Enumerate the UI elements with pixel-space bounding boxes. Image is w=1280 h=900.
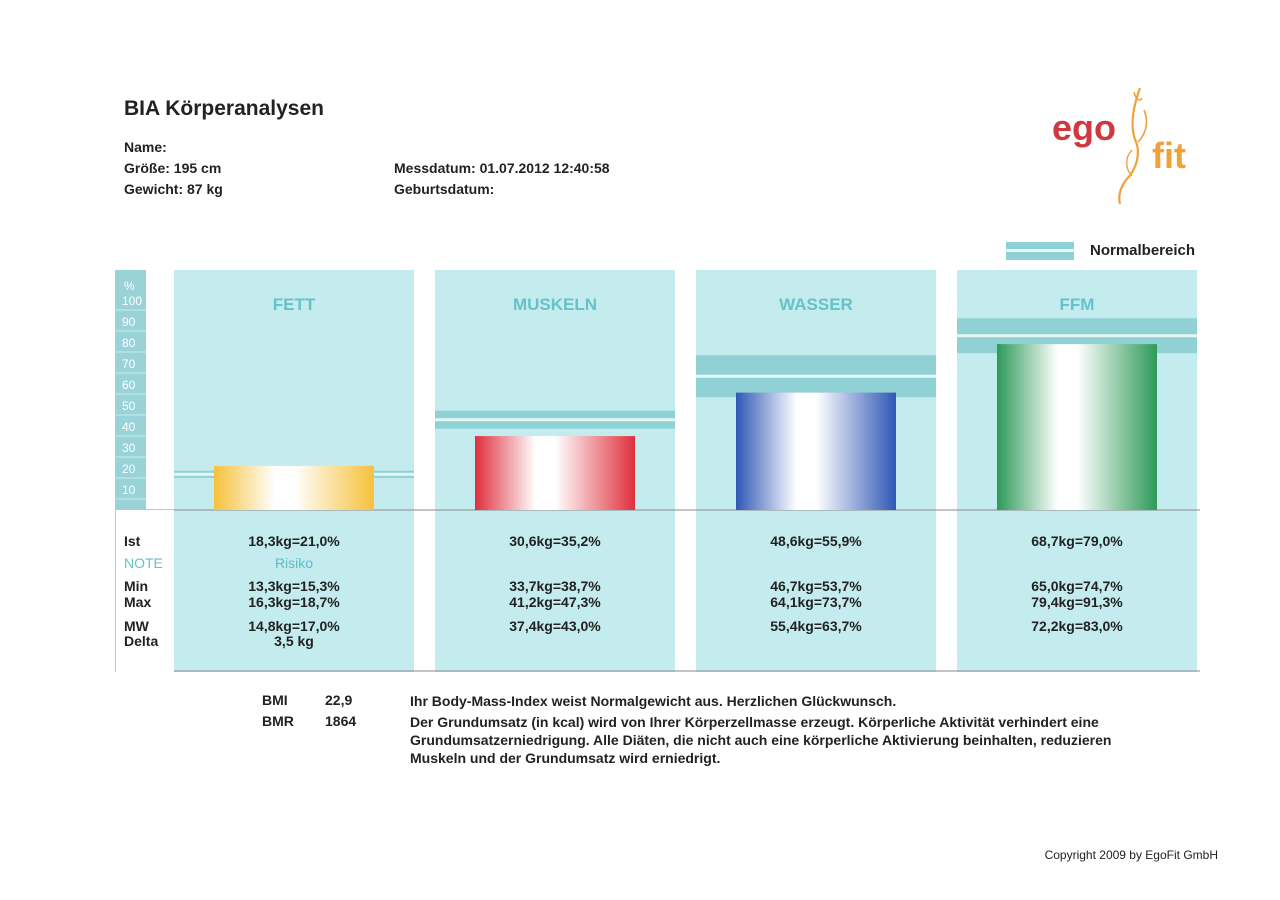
cell-fett-ist: 18,3kg=21,0% bbox=[248, 533, 340, 549]
cell-muskeln-mw: 37,4kg=43,0% bbox=[509, 618, 601, 634]
category-label-ffm: FFM bbox=[1060, 295, 1095, 314]
y-tick-70: 70 bbox=[122, 357, 136, 371]
cell-muskeln-ist: 30,6kg=35,2% bbox=[509, 533, 601, 549]
row-label-note: NOTE bbox=[124, 555, 163, 571]
bmr-text-line-2: Grundumsatzerniedrigung. Alle Diäten, di… bbox=[410, 732, 1112, 748]
bar-fett bbox=[214, 465, 374, 510]
report-title: BIA Körperanalysen bbox=[124, 97, 324, 120]
cell-fett-delta: 3,5 kg bbox=[274, 633, 314, 649]
logo-text-fit: fit bbox=[1152, 135, 1186, 176]
bmi-text: Ihr Body-Mass-Index weist Normalgewicht … bbox=[410, 693, 897, 709]
cell-muskeln-min: 33,7kg=38,7% bbox=[509, 578, 601, 594]
y-tick-30: 30 bbox=[122, 441, 136, 455]
category-label-fett: FETT bbox=[273, 295, 316, 314]
normal-band-mid-wasser bbox=[696, 374, 936, 378]
row-label-ist: Ist bbox=[124, 533, 141, 549]
logo-text-ego: ego bbox=[1052, 107, 1116, 148]
y-tick-20: 20 bbox=[122, 462, 136, 476]
cell-muskeln-max: 41,2kg=47,3% bbox=[509, 594, 601, 610]
bmi-value: 22,9 bbox=[325, 692, 353, 708]
height-field: Größe: 195 cm bbox=[124, 160, 222, 176]
cell-ffm-min: 65,0kg=74,7% bbox=[1031, 578, 1123, 594]
y-tick-40: 40 bbox=[122, 420, 136, 434]
cell-fett-min: 13,3kg=15,3% bbox=[248, 578, 340, 594]
y-tick-100: 100 bbox=[122, 294, 142, 308]
cell-wasser-max: 64,1kg=73,7% bbox=[770, 594, 862, 610]
y-tick-50: 50 bbox=[122, 399, 136, 413]
normal-band-mid-ffm bbox=[957, 334, 1197, 338]
egofit-logo: ego fit bbox=[1052, 87, 1186, 205]
cell-wasser-mw: 55,4kg=63,7% bbox=[770, 618, 862, 634]
bmi-label: BMI bbox=[262, 692, 288, 708]
row-label-delta: Delta bbox=[124, 633, 159, 649]
bar-ffm bbox=[997, 344, 1157, 510]
y-axis-below bbox=[116, 510, 174, 672]
y-tick-90: 90 bbox=[122, 315, 136, 329]
y-axis-unit: % bbox=[124, 279, 135, 293]
legend-label: Normalbereich bbox=[1090, 242, 1196, 259]
bmr-value: 1864 bbox=[325, 713, 357, 729]
bmr-label: BMR bbox=[262, 713, 294, 729]
copyright: Copyright 2009 by EgoFit GmbH bbox=[1044, 848, 1218, 862]
bmr-text-line-1: Der Grundumsatz (in kcal) wird von Ihrer… bbox=[410, 714, 1099, 730]
category-label-muskeln: MUSKELN bbox=[513, 295, 597, 314]
normal-band-mid-muskeln bbox=[435, 418, 675, 422]
legend-swatch bbox=[1006, 242, 1074, 260]
row-label-mw: MW bbox=[124, 618, 149, 634]
cell-ffm-max: 79,4kg=91,3% bbox=[1031, 594, 1123, 610]
bar-wasser bbox=[736, 392, 896, 510]
cell-wasser-min: 46,7kg=53,7% bbox=[770, 578, 862, 594]
category-label-wasser: WASSER bbox=[779, 295, 853, 314]
y-tick-60: 60 bbox=[122, 378, 136, 392]
cell-wasser-ist: 48,6kg=55,9% bbox=[770, 533, 862, 549]
birthdate-label: Geburtsdatum: bbox=[394, 181, 495, 197]
cell-fett-max: 16,3kg=18,7% bbox=[248, 594, 340, 610]
cell-fett-mw: 14,8kg=17,0% bbox=[248, 618, 340, 634]
weight-field: Gewicht: 87 kg bbox=[124, 181, 223, 197]
y-tick-80: 80 bbox=[122, 336, 136, 350]
name-label: Name: bbox=[124, 139, 167, 155]
body-composition-chart: % 10 20 30 40 50 60 70 80 90 100 FETT MUSKELN WASSER… bbox=[114, 270, 1200, 672]
row-label-max: Max bbox=[124, 594, 152, 610]
cell-ffm-mw: 72,2kg=83,0% bbox=[1031, 618, 1123, 634]
measure-date-field: Messdatum: 01.07.2012 12:40:58 bbox=[394, 160, 610, 176]
bmr-text-line-3: Muskeln und der Grundumsatz wird erniedr… bbox=[410, 750, 721, 766]
y-tick-10: 10 bbox=[122, 483, 136, 497]
cell-fett-note: Risiko bbox=[274, 555, 314, 571]
row-label-min: Min bbox=[124, 578, 149, 594]
bar-muskeln bbox=[475, 436, 635, 510]
cell-ffm-ist: 68,7kg=79,0% bbox=[1031, 533, 1123, 549]
